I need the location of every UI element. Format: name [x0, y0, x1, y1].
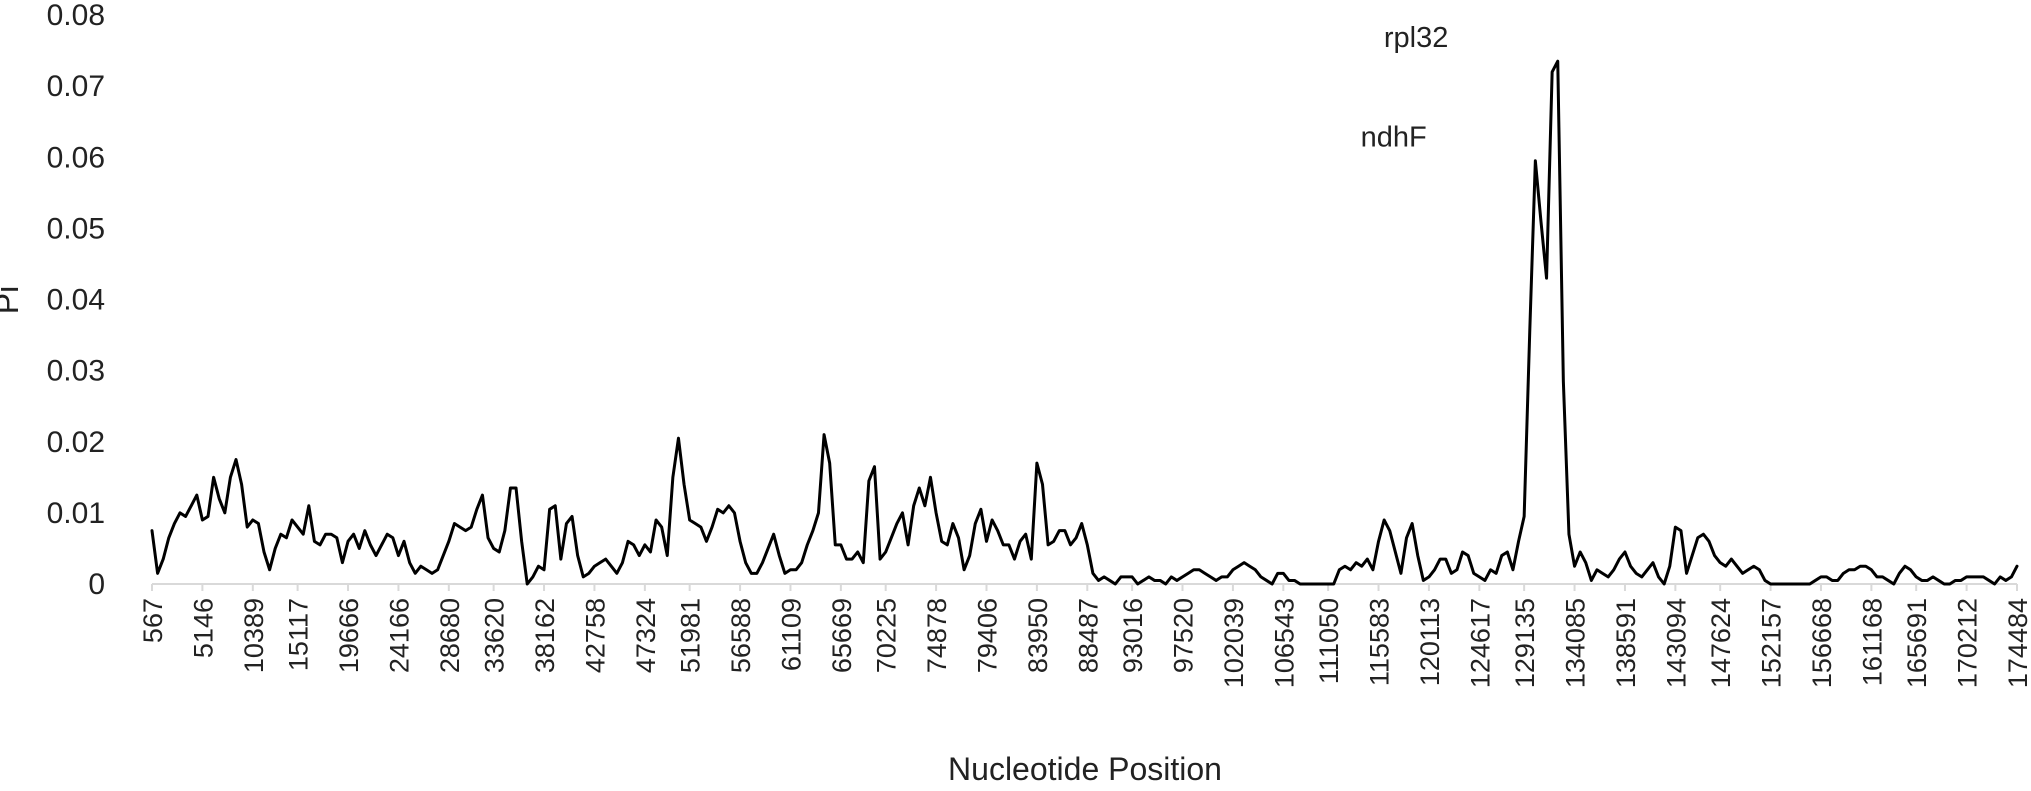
x-tick-label: 106543 — [1269, 598, 1299, 688]
x-tick-label: 93016 — [1118, 598, 1148, 673]
x-tick-label: 47324 — [631, 598, 661, 673]
x-tick-label: 111050 — [1314, 598, 1344, 684]
x-tick-label: 70225 — [872, 598, 902, 673]
x-axis-title: Nucleotide Position — [948, 751, 1222, 787]
x-tick-label: 51981 — [676, 598, 706, 673]
x-tick-label: 79406 — [972, 598, 1002, 673]
x-tick-label: 24166 — [384, 598, 414, 673]
x-tick-label: 161168 — [1857, 598, 1887, 686]
x-tick-label: 88487 — [1073, 598, 1103, 673]
x-tick-label: 152157 — [1757, 598, 1787, 688]
y-tick-label: 0.08 — [47, 0, 105, 32]
y-tick-label: 0.02 — [47, 426, 105, 459]
x-tick-label: 10389 — [239, 598, 269, 673]
y-tick-label: 0.06 — [47, 141, 105, 174]
x-tick-label: 115583 — [1365, 598, 1395, 686]
x-tick-label: 124617 — [1465, 598, 1495, 688]
x-tick-label: 15117 — [284, 598, 314, 671]
x-tick-label: 120113 — [1415, 598, 1445, 686]
y-tick-label: 0.07 — [47, 70, 105, 103]
x-tick-label: 38162 — [530, 598, 560, 673]
y-tick-label: 0.05 — [47, 212, 105, 245]
x-tick-label: 97520 — [1169, 598, 1199, 673]
y-tick-label: 0.01 — [47, 497, 105, 530]
y-axis-tick-labels: 0 0.01 0.02 0.03 0.04 0.05 0.06 0.07 0.08 — [47, 0, 105, 601]
x-tick-label: 74878 — [922, 598, 952, 673]
peak-annotations: ndhF rpl32 — [1361, 22, 1449, 154]
x-tick-label: 65669 — [827, 598, 857, 673]
x-axis-tick-labels: 567 5146 10389 15117 19666 24166 28680 33620 381… — [138, 598, 2031, 688]
x-tick-label: 165691 — [1902, 598, 1932, 688]
x-tick-label: 567 — [138, 598, 168, 643]
y-tick-label: 0.04 — [47, 284, 105, 317]
x-tick-label: 33620 — [480, 598, 510, 673]
annotation-ndhf: ndhF — [1361, 121, 1427, 153]
x-tick-label: 129135 — [1510, 598, 1540, 688]
x-tick-label: 28680 — [435, 598, 465, 673]
x-tick-label: 42758 — [580, 598, 610, 673]
x-tick-label: 147624 — [1706, 598, 1736, 688]
axes — [151, 583, 2018, 591]
x-tick-label: 5146 — [188, 598, 218, 658]
y-axis-title: Pi — [0, 286, 25, 314]
x-tick-label: 61109 — [776, 598, 806, 671]
x-tick-label: 138591 — [1611, 598, 1641, 688]
y-tick-label: 0 — [88, 568, 105, 601]
x-tick-label: 83950 — [1023, 598, 1053, 673]
annotation-rpl32: rpl32 — [1384, 22, 1449, 54]
x-tick-label: 102039 — [1219, 598, 1249, 688]
x-tick-label: 174484 — [2003, 598, 2031, 688]
y-tick-label: 0.03 — [47, 355, 105, 388]
series-line — [150, 59, 2019, 586]
x-tick-label: 19666 — [334, 598, 364, 673]
x-tick-label: 156668 — [1807, 598, 1837, 688]
x-tick-label: 143094 — [1661, 598, 1691, 688]
x-tick-label: 56588 — [726, 598, 756, 673]
x-tick-label: 170212 — [1953, 598, 1983, 688]
x-tick-label: 134085 — [1561, 598, 1591, 688]
